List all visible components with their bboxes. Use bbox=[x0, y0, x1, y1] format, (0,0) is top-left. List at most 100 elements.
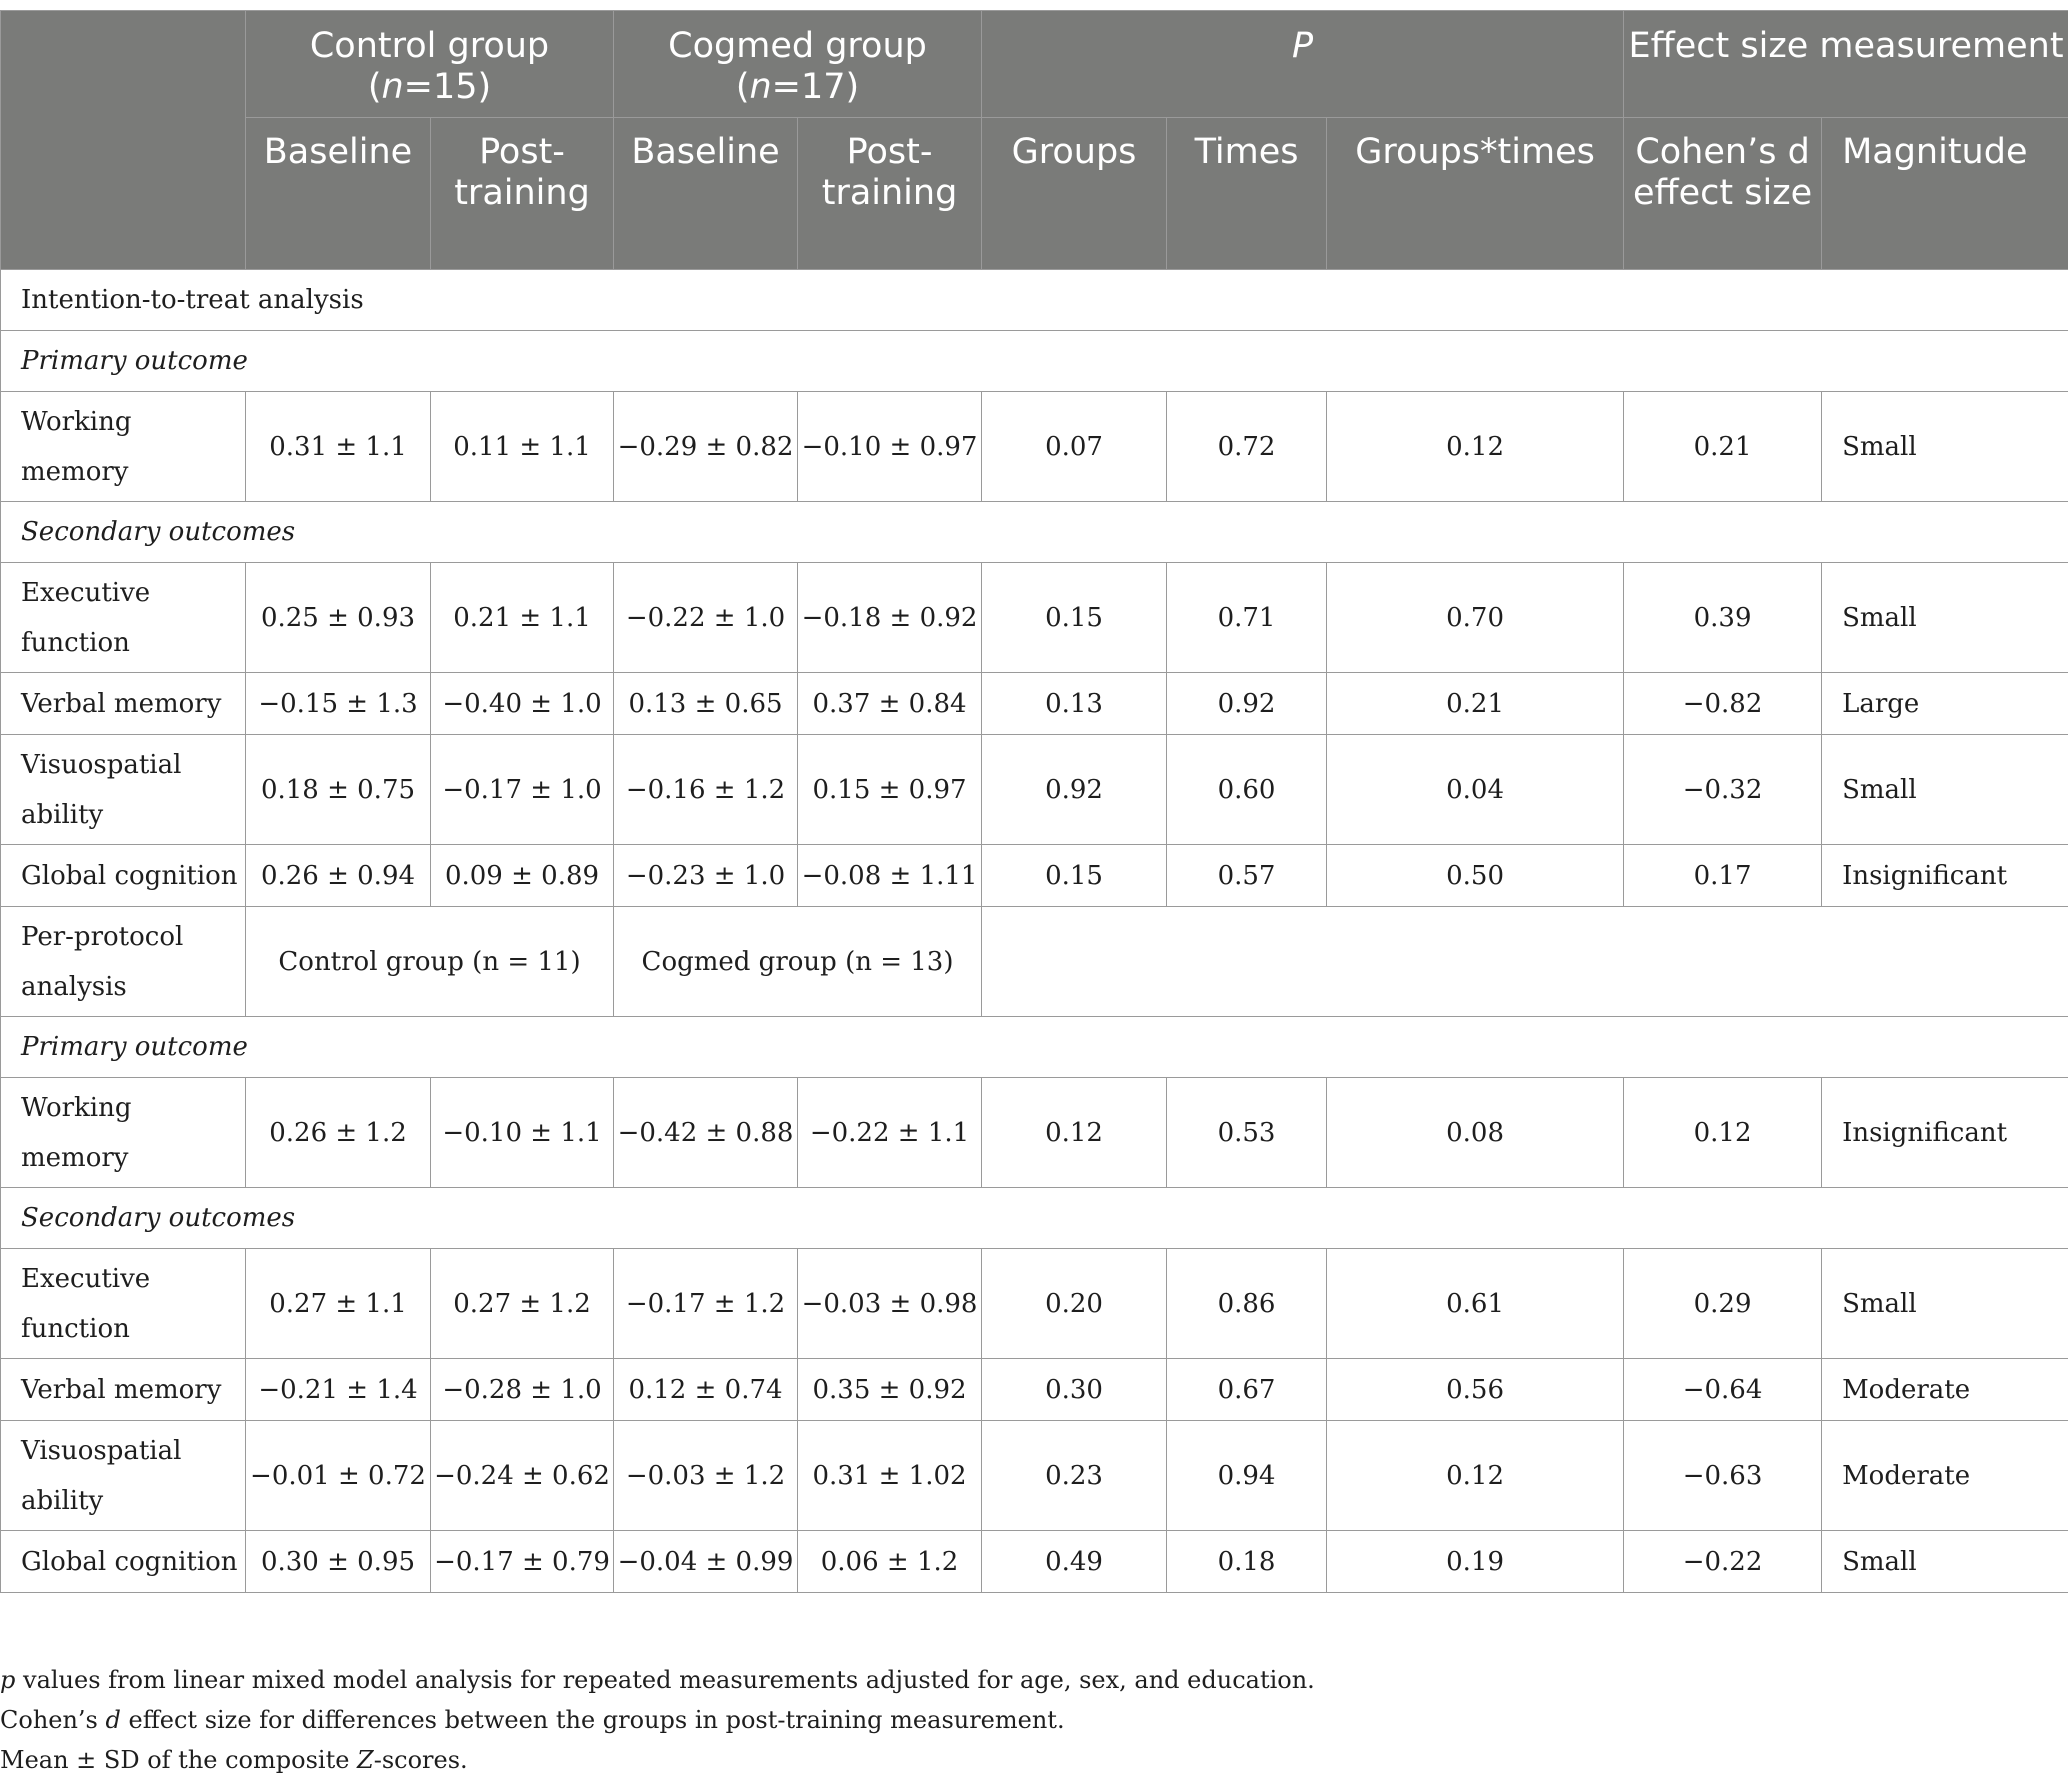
header-cogmed-n-label: n bbox=[749, 67, 772, 107]
header-cohens-d: Cohen’s d effect size bbox=[1623, 117, 1823, 270]
table-body-2: Secondary outcomes bbox=[0, 501, 2068, 563]
header-control-group: Control group (n=15) bbox=[244, 10, 615, 118]
header-corner-cell bbox=[0, 10, 246, 270]
value-cell: 0.19 bbox=[1326, 1530, 1625, 1593]
value-cell: −0.42 ± 0.88 bbox=[613, 1077, 799, 1188]
magnitude-cell: Small bbox=[1821, 391, 2068, 502]
value-cell: −0.03 ± 1.2 bbox=[613, 1420, 799, 1531]
value-cell: −0.08 ± 1.11 bbox=[797, 844, 983, 907]
magnitude-cell: Large bbox=[1821, 672, 2068, 735]
value-cell: 0.23 bbox=[981, 1420, 1168, 1531]
row-label: Working memory bbox=[0, 1077, 246, 1188]
footnote-mean-text-a: Mean ± SD of the composite bbox=[0, 1746, 358, 1774]
header-p-value: P bbox=[981, 10, 1625, 118]
results-table-wrapper: Control group (n=15) Cogmed group (n=17) P… bbox=[0, 10, 2068, 1593]
value-cell: 0.20 bbox=[981, 1248, 1168, 1359]
value-cell: −0.40 ± 1.0 bbox=[429, 672, 615, 735]
section-row-itt-secondary: Secondary outcomes bbox=[0, 501, 2068, 563]
value-cell: 0.50 bbox=[1326, 844, 1625, 907]
value-cell: −0.18 ± 0.92 bbox=[797, 562, 983, 673]
row-label: Visuospatial ability bbox=[0, 734, 246, 845]
value-cell: 0.61 bbox=[1326, 1248, 1625, 1359]
magnitude-cell: Insignificant bbox=[1821, 1077, 2068, 1188]
table-row: Executive function 0.27 ± 1.1 0.27 ± 1.2 −0… bbox=[0, 1248, 2068, 1359]
section-pp-primary-label: Primary outcome bbox=[0, 1016, 2068, 1078]
footnote-p-values: p values from linear mixed model analysi… bbox=[0, 1660, 1315, 1700]
value-cell: 0.13 bbox=[981, 672, 1168, 735]
row-label: Global cognition bbox=[0, 1530, 246, 1593]
header-effect-size: Effect size measurement bbox=[1623, 10, 2068, 118]
value-cell: 0.21 bbox=[1623, 391, 1823, 502]
value-cell: 0.39 bbox=[1623, 562, 1823, 673]
section-pp-control: Control group (n = 11) bbox=[244, 906, 615, 1017]
section-row-itt-primary: Primary outcome bbox=[0, 330, 2068, 392]
table-row: Global cognition 0.30 ± 0.95 −0.17 ± 0.79−… bbox=[0, 1530, 2068, 1593]
magnitude-cell: Small bbox=[1821, 1248, 2068, 1359]
header-sub-row: Baseline Post-training Baseline Post-tra… bbox=[1, 117, 2068, 270]
value-cell: 0.31 ± 1.1 bbox=[245, 391, 431, 502]
value-cell: −0.16 ± 1.2 bbox=[613, 734, 799, 845]
value-cell: 0.27 ± 1.2 bbox=[429, 1248, 615, 1359]
value-cell: 0.25 ± 0.93 bbox=[245, 562, 431, 673]
value-cell: 0.31 ± 1.02 bbox=[797, 1420, 983, 1531]
section-row-itt: Intention-to-treat analysis bbox=[0, 269, 2068, 331]
row-label: Global cognition bbox=[0, 844, 246, 907]
value-cell: 0.17 bbox=[1623, 844, 1823, 907]
value-cell: 0.06 ± 1.2 bbox=[797, 1530, 983, 1593]
value-cell: −0.82 bbox=[1623, 672, 1823, 735]
value-cell: 0.12 bbox=[1326, 1420, 1625, 1531]
value-cell: −0.04 ± 0.99 bbox=[613, 1530, 799, 1593]
value-cell: −0.15 ± 1.3 bbox=[245, 672, 431, 735]
footnote-cohens-text-a: Cohen’s bbox=[0, 1706, 106, 1734]
value-cell: −0.21 ± 1.4 bbox=[245, 1358, 431, 1421]
value-cell: 0.53 bbox=[1166, 1077, 1328, 1188]
magnitude-cell: Small bbox=[1821, 734, 2068, 845]
row-label: Verbal memory bbox=[0, 1358, 246, 1421]
table-row: Verbal memory −0.15 ± 1.3 −0.40 ± 1.0 0.13 … bbox=[0, 672, 2068, 735]
value-cell: −0.17 ± 1.2 bbox=[613, 1248, 799, 1359]
row-label: Visuospatial ability bbox=[0, 1420, 246, 1531]
header-control-title: Control group bbox=[309, 26, 550, 66]
magnitude-cell: Small bbox=[1821, 1530, 2068, 1593]
value-cell: −0.01 ± 0.72 bbox=[245, 1420, 431, 1531]
value-cell: 0.92 bbox=[1166, 672, 1328, 735]
header-cogmed-n-value: =17 bbox=[771, 67, 846, 107]
header-groups-times: Groups*times bbox=[1326, 117, 1625, 270]
value-cell: 0.18 ± 0.75 bbox=[245, 734, 431, 845]
footnote-mean-sd: Mean ± SD of the composite Z-scores. bbox=[0, 1740, 1315, 1780]
value-cell: 0.15 bbox=[981, 562, 1168, 673]
magnitude-cell: Moderate bbox=[1821, 1358, 2068, 1421]
row-label: Verbal memory bbox=[0, 672, 246, 735]
value-cell: −0.29 ± 0.82 bbox=[613, 391, 799, 502]
value-cell: 0.35 ± 0.92 bbox=[797, 1358, 983, 1421]
value-cell: 0.12 ± 0.74 bbox=[613, 1358, 799, 1421]
value-cell: −0.10 ± 0.97 bbox=[797, 391, 983, 502]
section-itt-label: Intention-to-treat analysis bbox=[0, 269, 2068, 331]
value-cell: 0.09 ± 0.89 bbox=[429, 844, 615, 907]
value-cell: −0.63 bbox=[1623, 1420, 1823, 1531]
value-cell: 0.15 bbox=[981, 844, 1168, 907]
value-cell: 0.26 ± 0.94 bbox=[245, 844, 431, 907]
header-cogmed-post: Post-training bbox=[797, 117, 983, 270]
table-row: Working memory 0.26 ± 1.2 −0.10 ± 1.1 −0.42… bbox=[0, 1077, 2068, 1188]
value-cell: −0.24 ± 0.62 bbox=[429, 1420, 615, 1531]
value-cell: 0.21 ± 1.1 bbox=[429, 562, 615, 673]
header-control-n-value: =15 bbox=[403, 67, 478, 107]
value-cell: 0.67 bbox=[1166, 1358, 1328, 1421]
value-cell: 0.92 bbox=[981, 734, 1168, 845]
header-cogmed-baseline: Baseline bbox=[613, 117, 799, 270]
magnitude-cell: Insignificant bbox=[1821, 844, 2068, 907]
section-itt-secondary-label: Secondary outcomes bbox=[0, 501, 2068, 563]
section-itt-primary-label: Primary outcome bbox=[0, 330, 2068, 392]
pp-secondary-rows: Executive function 0.27 ± 1.1 0.27 ± 1.2 −0… bbox=[0, 1248, 2068, 1593]
value-cell: −0.64 bbox=[1623, 1358, 1823, 1421]
value-cell: 0.71 bbox=[1166, 562, 1328, 673]
table-row: Verbal memory −0.21 ± 1.4 −0.28 ± 1.0 0.12 … bbox=[0, 1358, 2068, 1421]
table-footnotes: p values from linear mixed model analysi… bbox=[0, 1660, 1315, 1780]
value-cell: −0.10 ± 1.1 bbox=[429, 1077, 615, 1188]
section-row-pp-secondary: Secondary outcomes bbox=[0, 1187, 2068, 1249]
header-times: Times bbox=[1166, 117, 1328, 270]
header-control-baseline: Baseline bbox=[245, 117, 431, 270]
table-row: Global cognition 0.26 ± 0.94 0.09 ± 0.89 −0… bbox=[0, 844, 2068, 907]
header-group-row: Control group (n=15) Cogmed group (n=17) P… bbox=[0, 10, 2068, 270]
